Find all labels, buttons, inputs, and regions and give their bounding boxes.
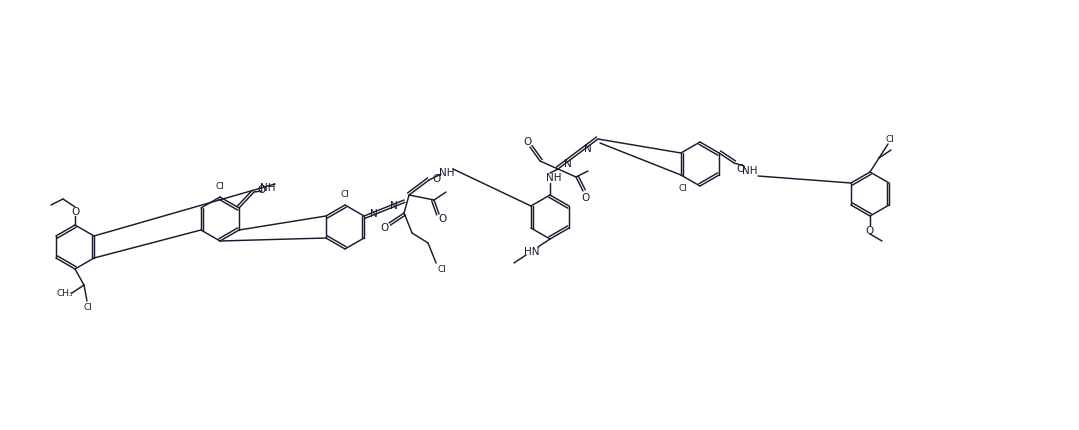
Text: O: O: [524, 137, 532, 147]
Text: N: N: [370, 209, 378, 218]
Text: O: O: [438, 214, 447, 224]
Text: N: N: [564, 159, 572, 169]
Text: Cl: Cl: [679, 183, 687, 192]
Text: O: O: [380, 222, 388, 233]
Text: NH: NH: [742, 166, 757, 175]
Text: NH: NH: [546, 172, 562, 183]
Text: O: O: [736, 164, 745, 174]
Text: NH: NH: [260, 183, 276, 193]
Text: N: N: [391, 200, 398, 211]
Text: Cl: Cl: [83, 303, 93, 312]
Text: O: O: [71, 206, 79, 216]
Text: Cl: Cl: [341, 189, 350, 198]
Text: NH: NH: [439, 168, 455, 178]
Text: O: O: [257, 184, 265, 194]
Text: CH₃: CH₃: [57, 289, 73, 298]
Text: O: O: [432, 174, 440, 184]
Text: HN: HN: [524, 246, 540, 256]
Text: Cl: Cl: [438, 264, 447, 273]
Text: Cl: Cl: [216, 181, 224, 190]
Text: O: O: [865, 225, 874, 236]
Text: N: N: [584, 144, 592, 154]
Text: Cl: Cl: [886, 134, 894, 143]
Text: O: O: [582, 193, 590, 203]
